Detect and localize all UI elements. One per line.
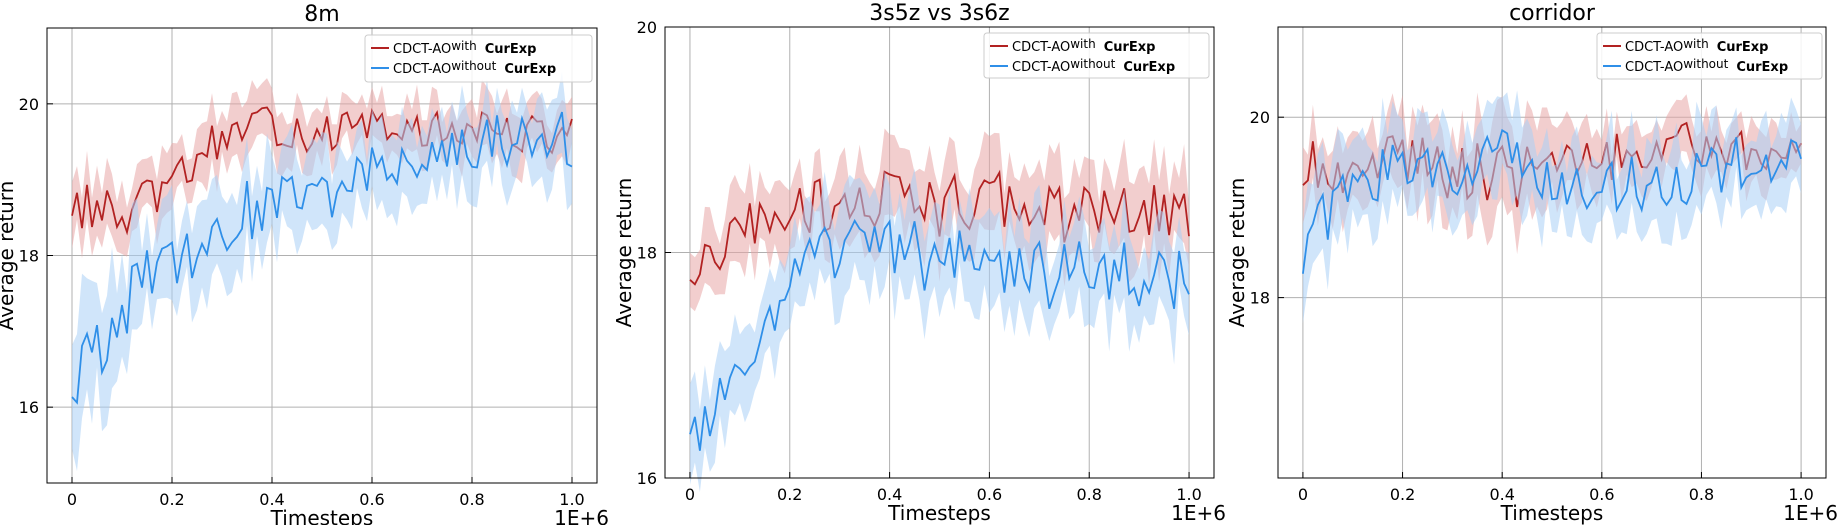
legend-label-0: CDCT-AOwith CurExp: [393, 39, 536, 57]
y-tick-label: 18: [19, 247, 39, 266]
x-tick-label: 0.2: [1390, 485, 1415, 504]
legend-label-1: CDCT-AOwithout CurExp: [1625, 57, 1788, 75]
chart-panel-0: 0 0.2 0.4 0.6 0.8 1.0 16 18 20 8m Timesteps 1E+6 Ave…: [0, 2, 609, 525]
legend-label-1: CDCT-AOwithout CurExp: [393, 59, 556, 77]
series-band-0: [72, 78, 572, 259]
legend: CDCT-AOwith CurExp CDCT-AOwithout CurExp: [983, 32, 1210, 79]
series-line-1: [689, 218, 1190, 451]
y-axis-label: Average return: [612, 178, 636, 328]
chart-title: 8m: [304, 2, 339, 27]
x-tick-label: 0: [67, 490, 77, 509]
x-multiplier-label: 1E+6: [1783, 501, 1838, 525]
x-tick-label: 0.8: [459, 490, 484, 509]
x-tick-label: 0.6: [1589, 485, 1614, 504]
x-axis-label: Timesteps: [1500, 501, 1604, 525]
x-tick-label: 1.0: [559, 490, 584, 509]
y-tick-label: 20: [637, 18, 657, 37]
y-axis-label: Average return: [1225, 178, 1249, 328]
y-tick-label: 20: [19, 95, 39, 114]
x-tick-label: 0: [1298, 485, 1308, 504]
chart-panel-2: 0 0.2 0.4 0.6 0.8 1.0 18 20 corridor Timesteps 1E+…: [1225, 1, 1838, 525]
y-axis-label: Average return: [0, 181, 18, 331]
legend-label-1: CDCT-AOwithout CurExp: [1012, 57, 1175, 75]
series-line-1: [71, 111, 573, 405]
x-tick-label: 0.4: [877, 485, 902, 504]
y-tick-label: 16: [19, 398, 39, 417]
x-tick-label: 0.6: [359, 490, 384, 509]
x-tick-label: 0.4: [1489, 485, 1514, 504]
x-tick-label: 0.2: [159, 490, 184, 509]
y-tick-label: 18: [637, 244, 657, 263]
x-tick-label: 0.8: [1077, 485, 1102, 504]
chart-title: 3s5z vs 3s6z: [869, 1, 1009, 26]
chart-title: corridor: [1509, 1, 1596, 26]
legend-label-0: CDCT-AOwith CurExp: [1625, 37, 1768, 55]
legend-label-0: CDCT-AOwith CurExp: [1012, 37, 1155, 55]
legend: CDCT-AOwith CurExp CDCT-AOwithout CurExp: [364, 34, 593, 83]
x-tick-label: 1.0: [1176, 485, 1201, 504]
x-axis-label: Timesteps: [887, 501, 991, 525]
x-tick-label: 0.4: [259, 490, 284, 509]
legend-box: [983, 32, 1210, 79]
legend: CDCT-AOwith CurExp CDCT-AOwithout CurExp: [1596, 32, 1823, 80]
y-tick-label: 18: [1250, 289, 1270, 308]
x-multiplier-label: 1E+6: [1171, 501, 1226, 525]
series-band-1: [72, 71, 572, 472]
x-tick-label: 0: [685, 485, 695, 504]
series-line-1: [1302, 128, 1802, 274]
y-tick-label: 20: [1250, 108, 1270, 127]
x-tick-label: 0.2: [777, 485, 802, 504]
x-axis-label: Timesteps: [270, 506, 374, 525]
legend-box: [1596, 32, 1823, 80]
x-tick-label: 0.8: [1689, 485, 1714, 504]
x-tick-label: 0.6: [977, 485, 1002, 504]
x-tick-label: 1.0: [1788, 485, 1813, 504]
y-tick-label: 16: [637, 469, 657, 488]
legend-box: [364, 34, 593, 83]
chart-panel-1: 0 0.2 0.4 0.6 0.8 1.0 16 18 20 3s5z vs 3s6z Timest…: [612, 1, 1226, 525]
x-multiplier-label: 1E+6: [554, 506, 609, 525]
plot-frame: [1277, 26, 1827, 479]
